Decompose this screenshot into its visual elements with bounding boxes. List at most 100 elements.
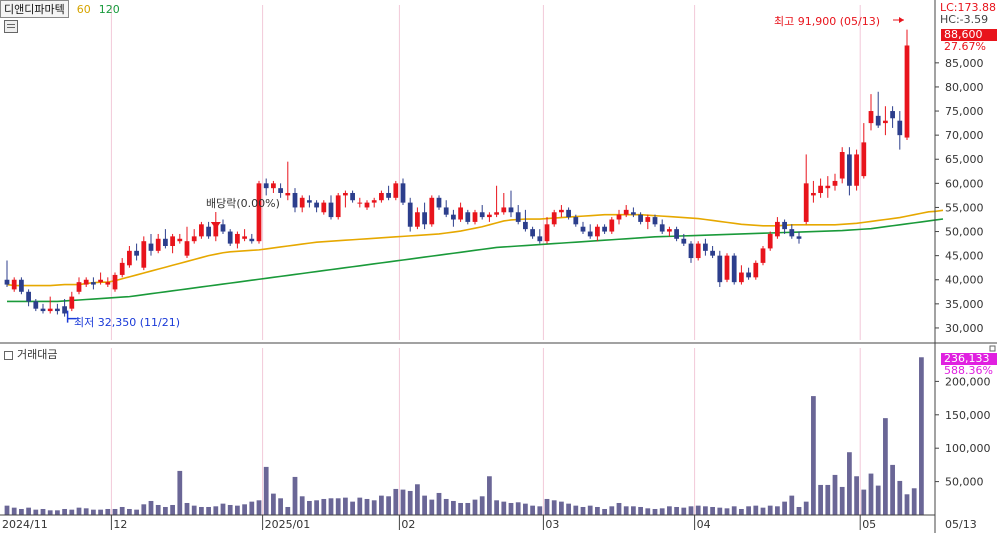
candle-body [551,212,557,225]
price-tick-label: 30,000 [945,322,984,335]
ma60-line [6,209,944,287]
grid-lines [110,5,861,515]
candle [285,161,291,201]
candle-body [163,238,168,247]
volume-bar [631,506,636,515]
candle-body [184,241,190,256]
price-tick-label: 35,000 [945,298,984,311]
volume-bar [688,506,694,515]
candle-body [739,272,744,283]
volume-axis: 50,000 100,000 150,000 200,000 [935,375,991,489]
candle [299,195,305,213]
volume-bar [544,498,550,515]
volume-bar [184,502,190,515]
ma60-legend: 60 [76,2,91,16]
candlesticks [4,17,910,323]
volume-bar [371,500,377,515]
candle [235,231,240,249]
candle-body [537,236,543,242]
volume-bar [890,464,895,515]
candle-body [422,212,427,225]
candle [710,246,715,259]
candle-body [69,296,75,309]
volume-bar [163,506,168,515]
candle [883,106,888,136]
volume-bar [170,504,175,515]
volume-bar [271,493,276,515]
volume-bar [148,500,154,515]
volume-bar [839,486,845,515]
candle-body [890,111,895,119]
candle-body [652,217,658,225]
candle-body [717,255,723,283]
candle-body [47,308,53,312]
candle [436,195,442,210]
price-tick-label: 70,000 [945,129,984,142]
candle-body [904,45,910,138]
candle-body [695,243,701,259]
volume-bar [307,500,312,515]
candle [127,246,132,268]
candle-body [782,221,787,230]
candle-body [227,231,233,244]
candle-body [400,183,406,203]
price-tick-label: 45,000 [945,250,984,263]
candle [796,231,802,244]
candle-body [818,185,823,193]
candle-body [501,207,507,213]
volume-bar [47,510,53,515]
candle-body [307,200,312,203]
volume-bar [393,488,399,515]
candle [429,195,435,227]
volume-bar [523,503,528,515]
volume-bar [573,505,579,515]
volume-bar [479,496,485,515]
candle [595,224,600,242]
price-tick-label: 80,000 [945,81,984,94]
candle [91,277,96,290]
volume-bar [875,485,881,515]
candle [861,123,867,179]
lc-label: LC:173.88 [940,1,997,14]
candle-body [746,272,751,278]
volume-bar [227,504,233,515]
volume-bar [904,494,910,515]
candle-body [386,192,391,198]
volume-bar [472,499,478,515]
candle [818,178,823,198]
candle [357,197,363,208]
price-tick-label: 55,000 [945,201,984,214]
candle [415,207,420,230]
candle-body [465,212,471,222]
candle [465,209,471,225]
volume-bar [357,497,363,515]
candle [292,188,298,213]
candle [76,277,82,295]
volume-bar [645,508,651,515]
candle-body [544,224,550,242]
candle [811,180,816,203]
candle [40,303,46,314]
candle [832,173,838,191]
stock-name[interactable]: 디앤디파마텍 [0,0,69,18]
volume-badge: 236,133 [941,353,997,365]
candle [746,267,751,280]
candle [422,202,427,230]
table-icon[interactable] [4,20,18,33]
candle-body [645,217,651,222]
candle [573,214,579,227]
candle-body [55,308,60,312]
candle-body [897,120,903,136]
volume-bar [587,505,593,515]
candle [19,277,24,295]
volume-bar [256,500,262,515]
volume-bar [638,506,643,515]
volume-bar [299,496,305,515]
volume-bar [659,508,665,515]
candle-body [407,202,413,227]
candle [400,178,406,206]
volume-bar [681,507,687,515]
candle [803,154,809,225]
candle-body [559,209,564,213]
